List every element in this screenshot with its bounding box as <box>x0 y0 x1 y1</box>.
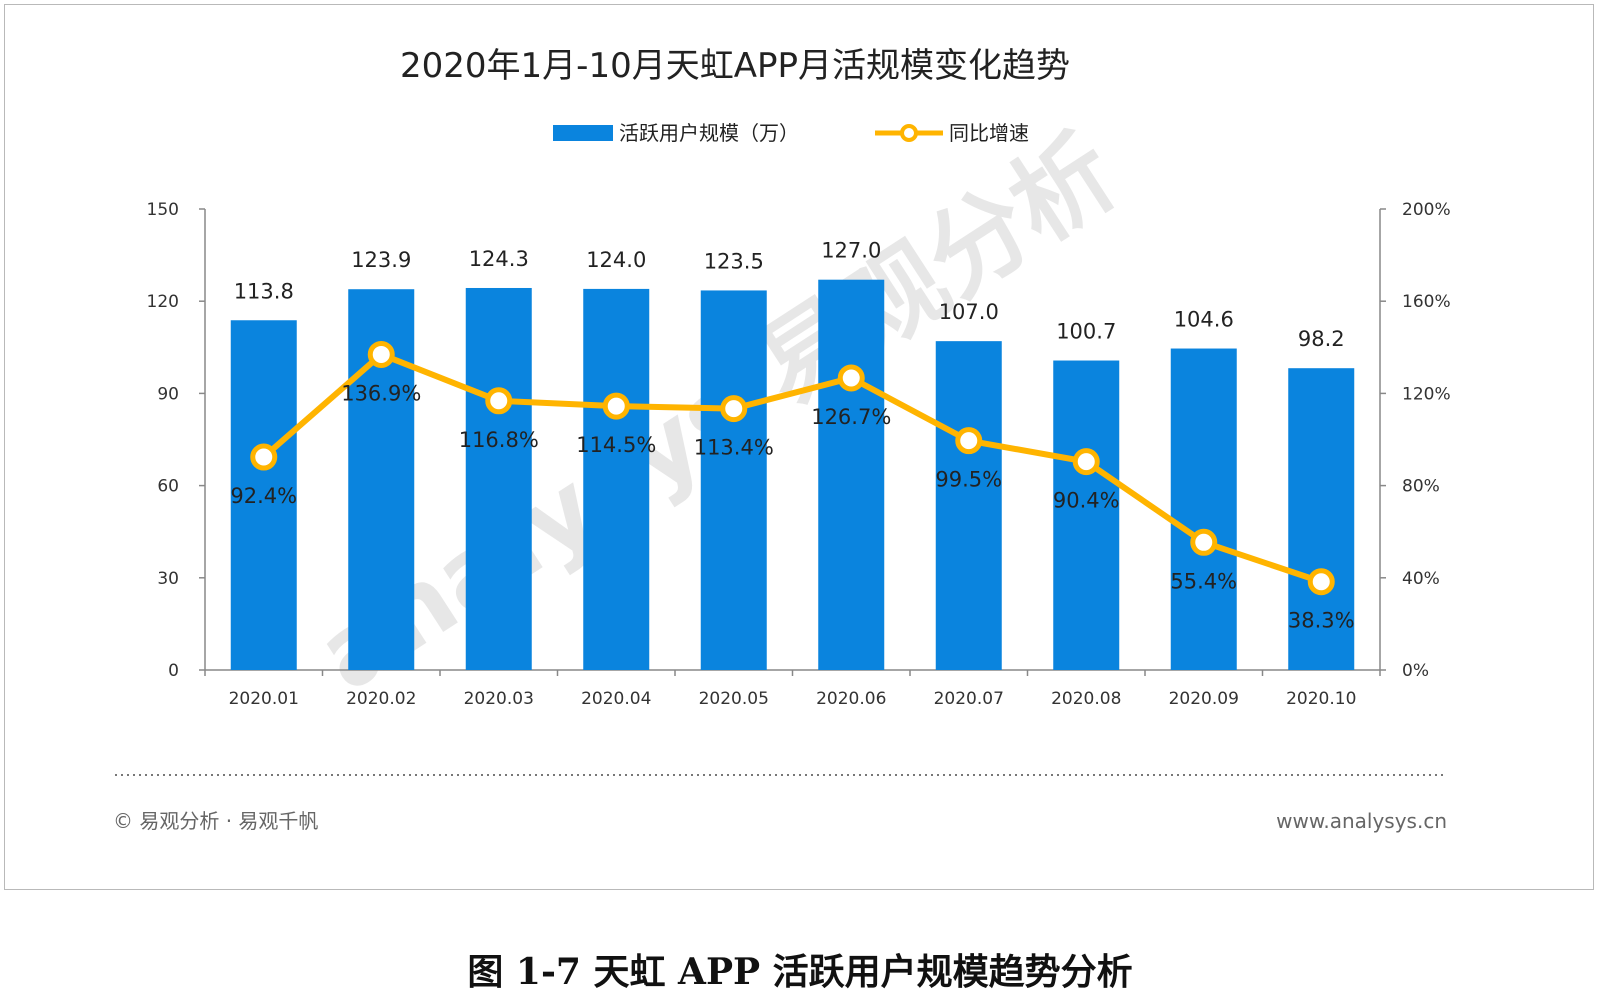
bar-value-labels: 113.8 123.9 124.3 124.0 123.5 127.0 107.0 100.7… <box>234 239 1345 352</box>
bar-value-label: 104.6 <box>1174 308 1234 332</box>
bar-value-label: 123.9 <box>351 248 411 272</box>
growth-point-2020.04 <box>602 392 630 420</box>
right-tick-label: 80% <box>1402 477 1440 497</box>
x-tick-label: 2020.10 <box>1286 689 1356 709</box>
bar-value-label: 100.7 <box>1056 320 1116 344</box>
left-tick-label: 90 <box>157 384 179 404</box>
bar-2020.05 <box>700 290 767 670</box>
growth-point-2020.07 <box>955 427 983 455</box>
bar-value-label: 127.0 <box>821 239 881 263</box>
growth-value-label: 126.7% <box>811 405 891 429</box>
growth-value-label: 55.4% <box>1170 569 1237 593</box>
bar-value-label: 98.2 <box>1298 327 1345 351</box>
bar-2020.10 <box>1288 368 1355 670</box>
growth-value-label: 113.4% <box>694 436 774 460</box>
x-tick-label: 2020.08 <box>1051 689 1121 709</box>
right-tick-label: 40% <box>1402 569 1440 589</box>
chart-frame: 2020年1月-10月天虹APP月活规模变化趋势 活跃用户规模（万） 同比增速 … <box>4 4 1594 890</box>
growth-value-label: 99.5% <box>935 468 1002 492</box>
growth-value-label: 114.5% <box>576 433 656 457</box>
footer-url: www.analysys.cn <box>1276 809 1447 833</box>
left-tick-label: 30 <box>157 569 179 589</box>
x-tick-label: 2020.02 <box>346 689 416 709</box>
growth-point-2020.06 <box>837 364 865 392</box>
growth-point-2020.05 <box>720 395 748 423</box>
growth-value-label: 136.9% <box>341 381 421 405</box>
bar-value-label: 113.8 <box>234 279 294 303</box>
bar-2020.04 <box>583 288 650 670</box>
bar-value-label: 124.3 <box>469 247 529 271</box>
x-tick-label: 2020.06 <box>816 689 886 709</box>
line-series <box>250 340 1335 596</box>
right-tick-label: 200% <box>1402 200 1451 220</box>
bar-2020.03 <box>465 287 532 670</box>
growth-point-2020.10 <box>1307 568 1335 596</box>
x-tick-label: 2020.03 <box>464 689 534 709</box>
bar-value-label: 124.0 <box>586 248 646 272</box>
bar-2020.06 <box>818 279 885 670</box>
x-tick-label: 2020.05 <box>699 689 769 709</box>
legend: 活跃用户规模（万） 同比增速 <box>553 121 1029 145</box>
growth-point-2020.01 <box>250 443 278 471</box>
right-tick-label: 160% <box>1402 292 1451 312</box>
left-axis-ticks: 0 30 60 90 120 150 <box>147 200 205 681</box>
growth-line <box>260 351 1325 585</box>
growth-point-2020.08 <box>1072 448 1100 476</box>
growth-value-label: 92.4% <box>230 484 297 508</box>
growth-value-label: 90.4% <box>1053 489 1120 513</box>
left-tick-label: 0 <box>168 661 179 681</box>
bar-value-label: 123.5 <box>704 249 764 273</box>
growth-value-label: 116.8% <box>459 428 539 452</box>
x-axis-ticks: 2020.01 2020.02 2020.03 2020.04 2020.05 2020.… <box>204 670 1381 709</box>
bar-value-label: 107.0 <box>939 300 999 324</box>
right-tick-label: 120% <box>1402 384 1451 404</box>
growth-point-2020.03 <box>485 387 513 415</box>
footer-copyright: © 易观分析 · 易观千帆 <box>113 809 318 833</box>
growth-point-2020.09 <box>1190 528 1218 556</box>
bar-2020.09 <box>1170 348 1237 670</box>
x-tick-label: 2020.09 <box>1169 689 1239 709</box>
chart-svg: 2020年1月-10月天虹APP月活规模变化趋势 活跃用户规模（万） 同比增速 … <box>113 46 1451 833</box>
x-tick-label: 2020.01 <box>229 689 299 709</box>
x-tick-label: 2020.07 <box>934 689 1004 709</box>
legend-line-label: 同比增速 <box>949 121 1029 145</box>
figure-caption: 图 1-7 天虹 APP 活跃用户规模趋势分析 <box>467 951 1133 993</box>
bar-2020.07 <box>935 341 1002 670</box>
right-axis-ticks: 0% 40% 80% 120% 160% 200% <box>1380 200 1451 681</box>
left-tick-label: 60 <box>157 477 179 497</box>
bar-2020.01 <box>230 320 297 670</box>
legend-line-marker <box>900 124 918 142</box>
chart-title: 2020年1月-10月天虹APP月活规模变化趋势 <box>400 46 1070 86</box>
growth-value-label: 38.3% <box>1288 609 1355 633</box>
bar-2020.08 <box>1053 360 1120 670</box>
left-tick-label: 150 <box>147 200 179 220</box>
x-tick-label: 2020.04 <box>581 689 651 709</box>
left-tick-label: 120 <box>147 292 179 312</box>
growth-point-2020.02 <box>367 340 395 368</box>
right-tick-label: 0% <box>1402 661 1429 681</box>
legend-bar-label: 活跃用户规模（万） <box>619 121 799 145</box>
line-value-labels: 92.4% 136.9% 116.8% 114.5% 113.4% 126.7% 99.5%… <box>230 381 1354 632</box>
legend-bar-swatch <box>553 125 613 141</box>
